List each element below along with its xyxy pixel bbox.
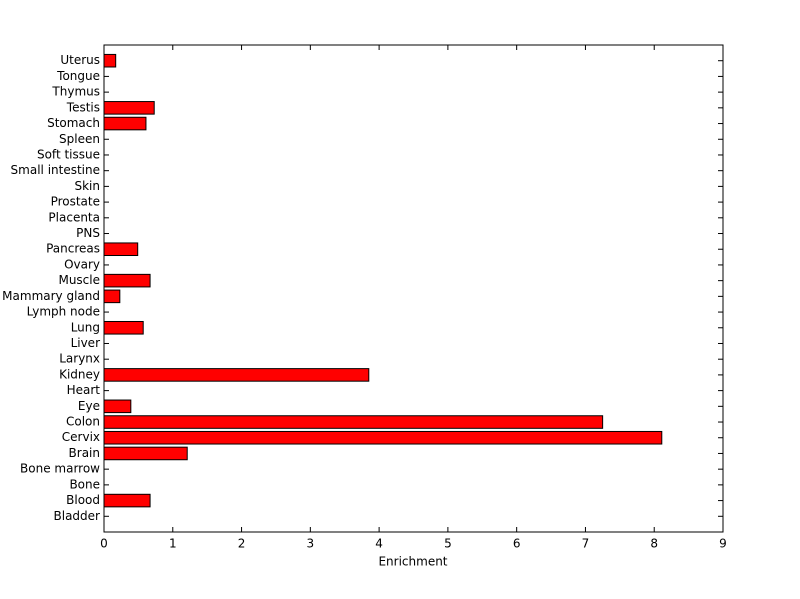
x-tick-label: 9	[719, 537, 727, 551]
y-tick-label: Thymus	[51, 85, 100, 99]
y-tick-label: Bladder	[54, 509, 101, 523]
y-tick-label: Soft tissue	[37, 147, 100, 161]
x-tick-label: 5	[444, 537, 452, 551]
x-tick-label: 6	[513, 537, 521, 551]
y-tick-label: Mammary gland	[2, 289, 100, 303]
bar	[103, 415, 604, 429]
bar	[103, 273, 151, 288]
y-tick-label: Lung	[71, 320, 100, 334]
y-tick-label: Tongue	[56, 69, 100, 83]
y-tick-label: Placenta	[48, 210, 100, 224]
y-tick-label: Bone marrow	[20, 462, 100, 476]
y-tick-label: Brain	[69, 446, 100, 460]
y-tick-label: Colon	[66, 415, 100, 429]
y-tick-label: Spleen	[59, 132, 100, 146]
y-tick-label: PNS	[76, 226, 100, 240]
y-tick-label: Eye	[78, 399, 100, 413]
bar	[103, 242, 139, 257]
y-tick-label: Prostate	[51, 195, 100, 209]
y-tick-label: Cervix	[62, 430, 100, 444]
bar	[103, 53, 117, 68]
bar	[103, 289, 121, 304]
x-tick-label: 7	[582, 537, 590, 551]
bar	[103, 320, 144, 335]
bar	[103, 116, 147, 131]
bar	[103, 430, 663, 445]
y-tick-label: Kidney	[59, 367, 100, 381]
x-tick-label: 0	[100, 537, 108, 551]
axes-box	[103, 44, 724, 533]
plot-area	[104, 45, 723, 532]
bar	[103, 399, 132, 414]
x-tick-label: 8	[650, 537, 658, 551]
x-tick-label: 1	[169, 537, 177, 551]
x-axis-label: Enrichment	[378, 555, 447, 569]
y-tick-label: Blood	[66, 493, 100, 507]
x-tick-label: 3	[307, 537, 315, 551]
y-tick-label: Liver	[71, 336, 101, 350]
x-tick-label: 4	[375, 537, 383, 551]
y-tick-label: Heart	[67, 383, 101, 397]
bar	[103, 368, 370, 382]
y-tick-label: Larynx	[59, 352, 100, 366]
y-tick-label: Lymph node	[27, 305, 100, 319]
bar	[103, 446, 188, 461]
y-tick-label: Ovary	[64, 257, 100, 271]
y-tick-label: Skin	[74, 179, 100, 193]
bar	[103, 493, 151, 508]
y-tick-label: Bone	[69, 477, 100, 491]
y-tick-label: Pancreas	[46, 242, 100, 256]
x-tick-label: 2	[238, 537, 246, 551]
y-tick-label: Stomach	[47, 116, 100, 130]
y-tick-label: Uterus	[60, 53, 100, 67]
bar	[103, 101, 155, 115]
y-tick-label: Muscle	[58, 273, 100, 287]
y-tick-label: Testis	[66, 100, 100, 114]
y-tick-label: Small intestine	[11, 163, 100, 177]
